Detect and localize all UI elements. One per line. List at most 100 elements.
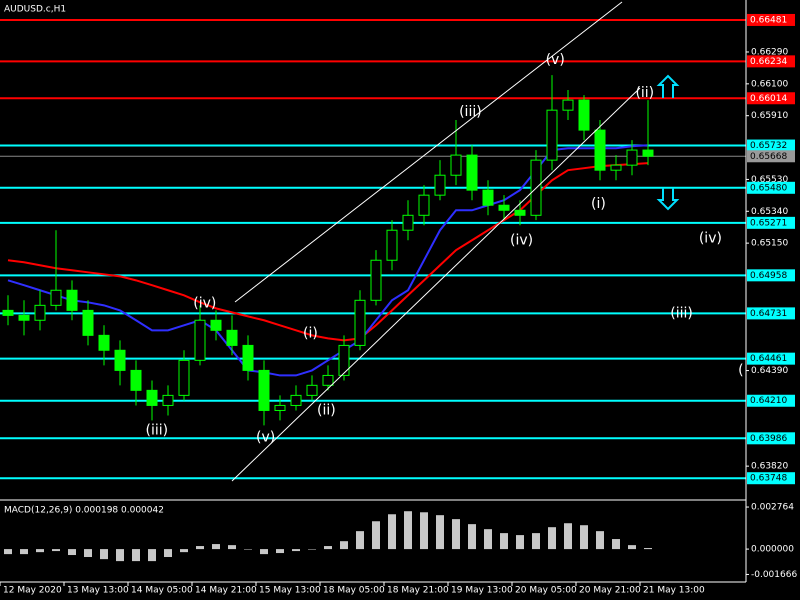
macd-bar — [644, 548, 652, 550]
level-label: 0.65271 — [750, 218, 787, 228]
candle-body — [514, 209, 526, 216]
x-tick-label: 20 May 21:00 — [579, 586, 641, 596]
x-tick-label: 18 May 05:00 — [323, 586, 385, 596]
level-label-box — [747, 139, 795, 152]
macd-bar — [500, 533, 508, 550]
candle-body — [210, 319, 222, 331]
macd-bar — [628, 545, 636, 550]
macd-bar — [132, 549, 140, 562]
wave-label: (i) — [591, 196, 606, 212]
arrows — [656, 74, 680, 211]
level-label: 0.64210 — [750, 396, 787, 406]
y-tick-label: 0.65910 — [751, 111, 788, 121]
level-label-box — [747, 432, 795, 445]
candle-body — [610, 164, 622, 171]
x-tick-label: 14 May 21:00 — [195, 586, 257, 596]
x-tick-label: 21 May 13:00 — [643, 586, 705, 596]
candle-body — [274, 404, 286, 411]
macd-bar — [436, 515, 444, 550]
candle-body — [626, 149, 638, 166]
macd-bar — [404, 511, 412, 550]
macd-bar — [260, 549, 268, 555]
level-label-box — [747, 269, 795, 282]
level-label: 0.65480 — [750, 183, 787, 193]
candle-body — [306, 384, 318, 396]
current-price-label: 0.65668 — [750, 152, 787, 162]
macd-bar — [516, 535, 524, 550]
level-label-box — [747, 307, 795, 320]
candle-body — [146, 389, 158, 406]
candle-body — [322, 374, 334, 386]
candle-body — [354, 299, 366, 346]
x-tick-label: 20 May 05:00 — [515, 586, 577, 596]
macd-bar — [116, 549, 124, 562]
channel-line — [231, 87, 641, 482]
candle-body — [498, 204, 510, 211]
wave-label: (iv) — [193, 295, 216, 311]
candle-body — [594, 129, 606, 171]
candle-body — [178, 359, 190, 396]
candle-body — [50, 289, 62, 306]
macd-bar — [68, 549, 76, 556]
macd-bar — [196, 546, 204, 550]
candle-body — [338, 344, 350, 376]
wave-label: (ii) — [635, 85, 654, 101]
wave-label: (iii) — [459, 104, 482, 120]
macd-bar — [612, 539, 620, 550]
candle-body — [130, 369, 142, 391]
candle-body — [434, 174, 446, 196]
macd-bar — [340, 541, 348, 550]
level-label-box — [747, 92, 795, 105]
level-label-box — [747, 55, 795, 68]
y-tick-label: 0.65150 — [751, 239, 788, 249]
macd-bar — [324, 546, 332, 550]
macd-bar — [452, 519, 460, 550]
candle-body — [114, 349, 126, 371]
level-label: 0.66014 — [750, 94, 787, 104]
x-tick-label: 12 May 2020 — [3, 586, 62, 596]
candle-body — [290, 394, 302, 406]
macd-bar — [372, 521, 380, 550]
macd-bar — [4, 549, 12, 555]
macd-bar — [228, 545, 236, 550]
level-label-box — [747, 352, 795, 365]
wave-label: (iv) — [510, 232, 533, 248]
chart-title: AUDUSD.c,H1 — [4, 5, 66, 15]
wave-label: (iv) — [699, 230, 722, 246]
candle-body — [450, 154, 462, 176]
channel — [231, 1, 641, 482]
macd-bar — [564, 523, 572, 550]
macd-bar — [548, 527, 556, 550]
macd-bar — [100, 549, 108, 560]
y-tick-label: 0.65530 — [751, 175, 788, 185]
x-tick-label: 19 May 13:00 — [451, 586, 513, 596]
macd-bar — [212, 544, 220, 550]
candle-body — [562, 99, 574, 111]
candle-body — [642, 149, 654, 157]
candle-body — [82, 309, 94, 336]
level-label: 0.64461 — [750, 354, 787, 364]
candle-body — [34, 304, 46, 321]
candle-body — [370, 259, 382, 301]
wave-label: (v) — [546, 52, 565, 68]
macd-bar — [596, 531, 604, 550]
wave-label: (iii) — [146, 422, 169, 438]
candle-body — [386, 229, 398, 261]
y-tick-label: 0.66290 — [751, 47, 788, 57]
level-label: 0.64731 — [750, 309, 787, 319]
candle-body — [258, 369, 270, 411]
y-tick-label: 0.63820 — [751, 462, 788, 472]
macd-tick-label: 0.002764 — [751, 503, 794, 513]
y-tick-label: 0.64390 — [751, 366, 788, 376]
candle-body — [18, 314, 30, 321]
channel-line — [234, 1, 623, 303]
macd-bar — [180, 549, 188, 553]
candle-body — [482, 189, 494, 206]
arrow-down — [656, 188, 680, 211]
wave-labels: (iii) (iv) (v) (i) (ii) (iii) (iv) (v) (i) (ii) (i… — [146, 52, 744, 445]
macd-bar — [420, 512, 428, 550]
wave-label: (iii) — [670, 305, 693, 321]
macd-bar — [20, 549, 28, 555]
macd-bar — [84, 549, 92, 558]
